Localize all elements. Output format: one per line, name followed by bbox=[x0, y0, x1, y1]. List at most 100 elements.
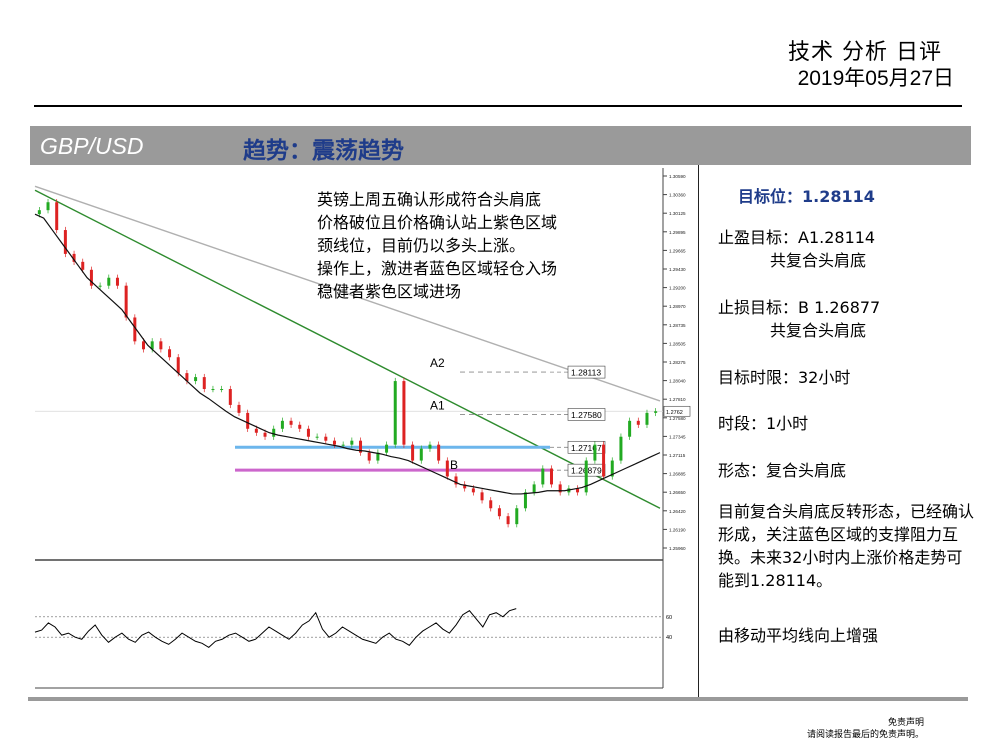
y-tick-label: 1.26420 bbox=[669, 509, 686, 514]
footer-divider bbox=[28, 697, 968, 701]
candle-body bbox=[107, 277, 111, 286]
candle-body bbox=[497, 508, 501, 517]
period: 时段：1小时 bbox=[718, 414, 809, 433]
current-price-label: 1.2762 bbox=[666, 410, 683, 416]
header-divider bbox=[34, 105, 962, 107]
candle-body bbox=[645, 412, 649, 425]
candle-body bbox=[176, 357, 180, 374]
candle-body bbox=[89, 269, 93, 286]
candle-body bbox=[506, 516, 510, 525]
candle-body bbox=[280, 420, 284, 429]
y-tick-label: 1.29430 bbox=[669, 267, 686, 272]
y-tick-label: 1.28970 bbox=[669, 304, 686, 309]
candle-body bbox=[593, 444, 597, 461]
pattern: 形态：复合头肩底 bbox=[718, 461, 847, 480]
level-box bbox=[567, 408, 606, 421]
y-tick-label: 1.30360 bbox=[669, 193, 686, 198]
candle-body bbox=[194, 377, 198, 382]
candle-body bbox=[211, 389, 215, 391]
candle-body bbox=[636, 420, 640, 425]
candle-body bbox=[115, 277, 119, 286]
candle-body bbox=[454, 476, 458, 485]
level-name: B bbox=[450, 458, 458, 472]
pattern-description: 目前复合头肩底反转形态，已经确认形成，关注蓝色区域的支撑阻力互换。未来32小时内… bbox=[718, 502, 975, 590]
candle-body bbox=[98, 285, 102, 287]
candle-body bbox=[419, 448, 423, 461]
y-tick-label: 1.28735 bbox=[669, 323, 686, 328]
trend-label: 趋势：震荡趋势 bbox=[243, 138, 404, 164]
candle-body bbox=[298, 424, 302, 429]
y-tick-label: 1.29200 bbox=[669, 286, 686, 291]
candle-body bbox=[393, 381, 397, 445]
candle-body bbox=[576, 488, 580, 493]
candle-body bbox=[124, 285, 128, 318]
y-tick-label: 1.29665 bbox=[669, 248, 686, 253]
candle-body bbox=[523, 492, 527, 509]
comment-line: 稳健者紫色区域进场 bbox=[317, 282, 462, 301]
gray-trendline bbox=[34, 185, 661, 402]
candle-body bbox=[376, 452, 380, 461]
level-label: 1.27167 bbox=[571, 443, 602, 453]
candle-body bbox=[55, 202, 59, 231]
stop-loss-note: 共复合头肩底 bbox=[770, 321, 867, 340]
candle-body bbox=[549, 468, 553, 485]
level-label: 1.28113 bbox=[571, 368, 601, 378]
candle-body bbox=[445, 460, 449, 477]
comment-line: 操作上，激进者蓝色区域轻仓入场 bbox=[317, 259, 558, 278]
candle-body bbox=[81, 261, 85, 270]
candle-body bbox=[289, 420, 293, 425]
current-price-box bbox=[663, 405, 691, 417]
candle-body bbox=[628, 420, 632, 437]
candle-body bbox=[306, 428, 310, 437]
candle-body bbox=[272, 428, 276, 437]
candle-body bbox=[428, 444, 432, 449]
level-name: A2 bbox=[430, 356, 445, 370]
candle-body bbox=[133, 317, 137, 342]
candle-body bbox=[185, 373, 189, 382]
candle-body bbox=[332, 440, 336, 445]
y-tick-label: 1.27115 bbox=[669, 453, 686, 458]
candle-body bbox=[315, 436, 319, 438]
green-trendline bbox=[34, 189, 661, 509]
report-date: 2019年05月27日 bbox=[797, 67, 954, 90]
candle-body bbox=[654, 411, 658, 413]
candle-body bbox=[359, 440, 363, 453]
candle-body bbox=[142, 341, 146, 350]
y-tick-label: 1.28040 bbox=[669, 379, 686, 384]
candle-body bbox=[532, 484, 536, 493]
candle-body bbox=[437, 444, 441, 461]
candle-body bbox=[237, 404, 241, 413]
disclaimer-text: 请阅读报告最后的免责声明。 bbox=[807, 730, 925, 740]
candle-body bbox=[46, 202, 50, 211]
panel-divider bbox=[698, 165, 699, 697]
y-tick-label: 1.25960 bbox=[669, 546, 686, 551]
y-tick-label: 1.28505 bbox=[669, 341, 686, 346]
analysis-comment: 英镑上周五确认形成符合头肩底 价格破位且价格确认站上紫色区域 颈线位，目前仍以多… bbox=[317, 188, 557, 303]
oscillator-tick-label: 60 bbox=[666, 615, 672, 621]
y-tick-label: 1.26650 bbox=[669, 490, 686, 495]
title-band bbox=[30, 126, 971, 165]
stop-loss: 止损目标：B 1.26877 bbox=[718, 298, 881, 317]
candle-body bbox=[619, 436, 623, 461]
y-tick-label: 1.26190 bbox=[669, 527, 686, 532]
candle-body bbox=[150, 341, 154, 350]
candle-body bbox=[515, 508, 519, 525]
candle-body bbox=[263, 432, 267, 437]
candle-body bbox=[63, 230, 67, 254]
y-tick-label: 1.26885 bbox=[669, 472, 686, 477]
candle-body bbox=[246, 412, 250, 429]
candle-body bbox=[602, 444, 606, 477]
candle-body bbox=[350, 440, 354, 445]
candle-body bbox=[202, 377, 206, 390]
level-label: 1.27580 bbox=[571, 410, 602, 420]
comment-line: 颈线位，目前仍以多头上涨。 bbox=[317, 236, 526, 255]
candle-body bbox=[37, 210, 41, 215]
report-title: 技术 分析 日评 bbox=[788, 40, 942, 65]
disclaimer-title: 免责声明 bbox=[888, 718, 925, 728]
take-profit-note: 共复合头肩底 bbox=[770, 251, 867, 270]
currency-pair: GBP/USD bbox=[40, 133, 144, 159]
y-tick-label: 1.27345 bbox=[669, 434, 686, 439]
candle-body bbox=[72, 253, 76, 262]
take-profit: 止盈目标：A1.28114 bbox=[718, 228, 876, 247]
candle-body bbox=[541, 468, 545, 485]
